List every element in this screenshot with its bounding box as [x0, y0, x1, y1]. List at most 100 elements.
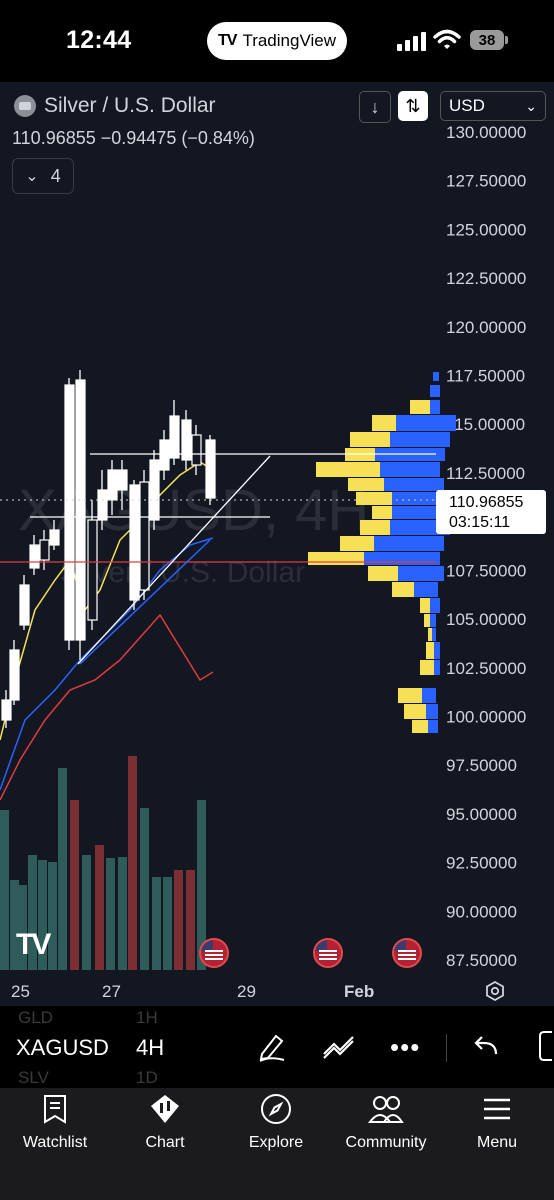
- toolbar-divider: [446, 1034, 447, 1062]
- symbol-header[interactable]: Silver / U.S. Dollar: [14, 94, 216, 118]
- arrow-down-icon: ↓: [370, 96, 380, 117]
- volume-bar: [58, 768, 67, 970]
- tab-explore[interactable]: Explore: [221, 1092, 331, 1152]
- volume-bar: [48, 862, 57, 970]
- volume-profile-bar: [430, 614, 436, 627]
- volume-profile-bar: [434, 642, 440, 659]
- volume-profile-bar: [350, 432, 390, 447]
- volume-profile-bar: [372, 415, 396, 431]
- volume-profile-bar: [340, 536, 374, 551]
- currency-value: USD: [449, 96, 485, 115]
- undo-icon[interactable]: [472, 1034, 500, 1058]
- price-axis-label: 100.00000: [446, 707, 526, 726]
- volume-profile-bar: [430, 385, 440, 397]
- download-button[interactable]: ↓: [359, 91, 391, 123]
- ma-red-line: [0, 613, 214, 801]
- chevron-down-icon: ⌄: [525, 97, 537, 114]
- candle-body: [9, 649, 20, 701]
- volume-profile-bar: [434, 660, 440, 675]
- ghost-interval-below: 1D: [136, 1068, 158, 1087]
- volume-profile-bar: [426, 704, 438, 719]
- tradingview-pill[interactable]: TV TradingView: [207, 22, 347, 60]
- candle-body: [107, 469, 118, 501]
- current-price-label: 110.96855 03:15:11: [436, 490, 546, 534]
- chart-area[interactable]: 130.00000 127.50000 125.00000 122.50000 120.…: [0, 82, 554, 1006]
- ghost-interval-above: 1H: [136, 1008, 158, 1027]
- tab-menu[interactable]: Menu: [442, 1092, 552, 1152]
- volume-profile-bar: [410, 400, 430, 414]
- price-axis-label: 107.50000: [446, 561, 526, 580]
- volume-bar: [128, 756, 137, 970]
- volume-bar: [95, 845, 104, 970]
- us-flag-event-icon[interactable]: [199, 938, 229, 968]
- menu-icon: [484, 1098, 510, 1120]
- watchlist-icon: [44, 1095, 66, 1124]
- drawing-pen-icon[interactable]: [256, 1030, 288, 1062]
- symbol-picker[interactable]: XAGUSD: [16, 1035, 109, 1060]
- community-icon: [368, 1096, 404, 1123]
- candle-body: [29, 544, 40, 569]
- volume-bar: [174, 870, 183, 970]
- rotate-button[interactable]: ⇅: [398, 91, 428, 121]
- volume-profile-bar: [420, 660, 434, 675]
- price-axis-label: 127.50000: [446, 172, 526, 191]
- volume-profile-bar: [412, 720, 428, 733]
- tab-watchlist[interactable]: Watchlist: [0, 1092, 110, 1152]
- symbol-title: Silver / U.S. Dollar: [44, 94, 216, 117]
- candle-body: [181, 419, 192, 461]
- silver-symbol-icon: [14, 95, 36, 117]
- candle-body: [49, 529, 60, 546]
- tab-menu-label: Menu: [476, 1134, 518, 1151]
- volume-profile-bar: [426, 642, 434, 659]
- tradingview-logo-icon: TV: [217, 32, 237, 49]
- candle-body: [139, 481, 150, 591]
- volume-bar: [118, 857, 127, 970]
- volume-bar: [10, 880, 19, 970]
- volume-profile-bar: [374, 536, 444, 551]
- volume-profile-bar: [392, 492, 442, 505]
- volume-bar: [197, 800, 206, 970]
- ghost-symbol-above: GLD: [18, 1008, 53, 1027]
- price-axis-label: 92.50000: [446, 854, 517, 873]
- volume-bar: [38, 860, 47, 970]
- volume-profile-bar: [424, 614, 430, 627]
- more-options-icon[interactable]: •••: [390, 1032, 421, 1062]
- volume-profile-bar: [430, 598, 440, 613]
- trend-line: [77, 455, 271, 665]
- interval-picker[interactable]: 4H: [136, 1035, 165, 1060]
- candle-body: [19, 584, 30, 626]
- indicators-icon[interactable]: [322, 1030, 356, 1062]
- volume-profile-bar: [380, 462, 440, 477]
- us-flag-event-icon[interactable]: [392, 938, 422, 968]
- price-axis-label: 120.00000: [446, 318, 526, 337]
- bar-countdown: 03:15:11: [449, 514, 511, 531]
- price-axis-label: 97.50000: [446, 756, 517, 775]
- volume-profile-bar: [392, 582, 414, 597]
- tradingview-pill-label: TradingView: [242, 31, 336, 50]
- ghost-symbol-below: SLV: [18, 1068, 49, 1087]
- battery-nub: [505, 36, 508, 44]
- rotate-icon: ⇅: [405, 95, 421, 116]
- volume-profile-bar: [372, 506, 392, 519]
- volume-profile-bar: [364, 552, 440, 565]
- volume-profile-bar: [390, 432, 450, 447]
- indicators-toggle-button[interactable]: ⌄ 4: [12, 158, 74, 194]
- tab-chart[interactable]: Chart: [110, 1092, 220, 1152]
- cellular-signal-icon: [397, 32, 426, 51]
- price-axis-label: 87.50000: [446, 951, 517, 970]
- currency-select[interactable]: USD ⌄: [440, 91, 546, 121]
- chart-settings-icon[interactable]: [484, 980, 506, 1002]
- candle-body: [169, 415, 180, 459]
- tab-community[interactable]: Community: [331, 1092, 441, 1152]
- volume-profile-bar: [404, 704, 426, 719]
- volume-bar: [28, 855, 37, 970]
- fullscreen-icon[interactable]: [534, 1030, 554, 1062]
- volume-bar: [18, 885, 27, 970]
- chart-canvas[interactable]: 130.00000 127.50000 125.00000 122.50000 120.…: [0, 82, 554, 1006]
- volume-bar: [152, 877, 161, 970]
- volume-profile-bar: [430, 400, 440, 414]
- volume-profile-bar: [432, 628, 436, 641]
- volume-bar: [106, 858, 115, 970]
- us-flag-event-icon[interactable]: [313, 938, 343, 968]
- volume-bar: [0, 810, 9, 970]
